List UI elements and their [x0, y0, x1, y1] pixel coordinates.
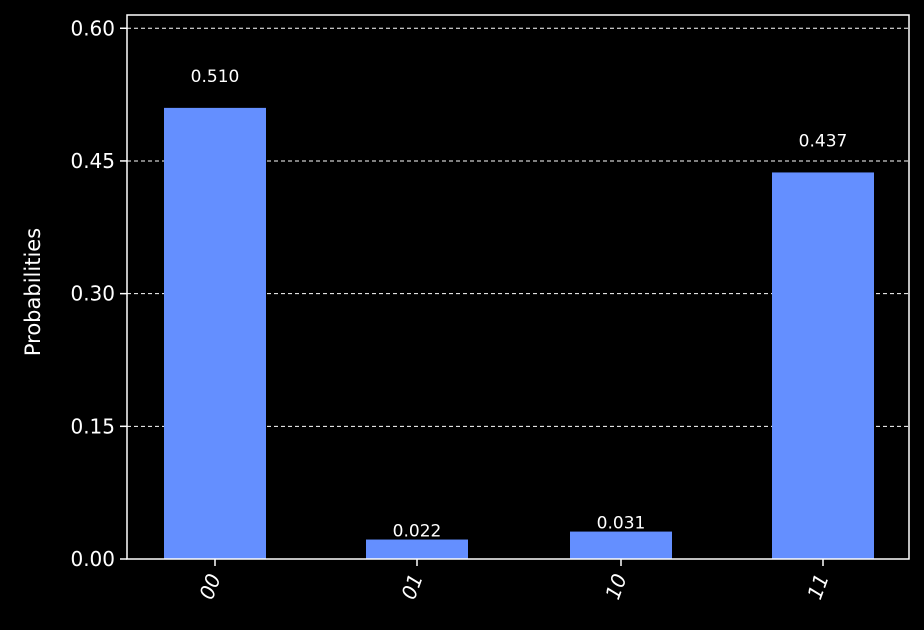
bar	[164, 107, 266, 559]
y-tick-label: 0.45	[70, 149, 115, 173]
y-tick-label: 0.30	[70, 282, 115, 306]
data-label: 0.510	[191, 67, 240, 87]
y-axis-title: Probabilities	[21, 228, 45, 356]
data-label: 0.437	[799, 131, 848, 151]
y-tick-label: 0.00	[70, 547, 115, 571]
bars	[164, 107, 874, 559]
axes	[126, 14, 910, 560]
data-labels: 0.510 0.022 0.031 0.437	[191, 67, 848, 542]
plot-frame	[126, 14, 910, 560]
data-label: 0.031	[597, 514, 646, 534]
bar	[570, 531, 672, 559]
y-tick-label: 0.60	[70, 16, 115, 40]
bar	[772, 172, 874, 559]
y-ticks: 0.00 0.15 0.30 0.45 0.60	[70, 16, 127, 571]
bar	[366, 539, 468, 559]
y-tick-label: 0.15	[70, 414, 115, 438]
data-label: 0.022	[393, 522, 442, 542]
